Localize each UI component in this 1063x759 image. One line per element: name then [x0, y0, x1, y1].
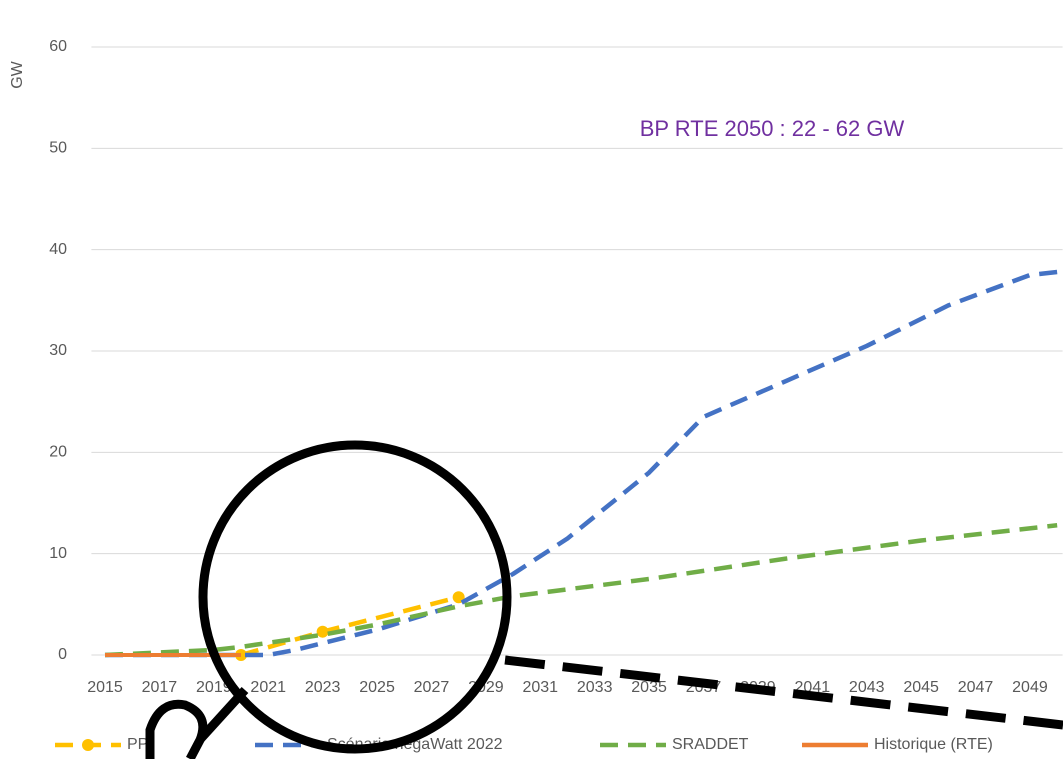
x-tick-label: 2019	[196, 679, 232, 696]
point	[316, 625, 329, 638]
x-tick-label: 2027	[414, 679, 450, 696]
annotation: BP RTE 2050 : 22 - 62 GW	[640, 116, 905, 141]
legend-label: Historique (RTE)	[874, 736, 993, 753]
x-tick-label: 2023	[305, 679, 341, 696]
x-tick-label: 2033	[577, 679, 613, 696]
series-line	[240, 595, 460, 658]
legend-marker	[82, 739, 94, 751]
magnifier	[145, 440, 1063, 759]
y-tick-label: 20	[49, 444, 67, 461]
y-tick-label: 10	[49, 545, 67, 562]
handle	[145, 699, 208, 759]
x-tick-label: 2045	[903, 679, 939, 696]
series-line	[105, 269, 1058, 658]
x-tick-label: 2047	[958, 679, 994, 696]
x-tick-label: 2043	[849, 679, 885, 696]
y-tick-label: 60	[49, 38, 67, 55]
x-tick-label: 2021	[250, 679, 286, 696]
x-tick-label: 2017	[142, 679, 178, 696]
x-tick-label: 2031	[522, 679, 558, 696]
y-tick-label: 50	[49, 140, 67, 157]
y-tick-label: 40	[49, 241, 67, 258]
x-tick-label: 2035	[631, 679, 667, 696]
x-tick-label: 2049	[1012, 679, 1048, 696]
legend-label: SRADDET	[672, 736, 749, 753]
y-tick-label: 0	[58, 646, 67, 663]
x-tick-label: 2025	[359, 679, 395, 696]
x-tick-label: 2015	[87, 679, 123, 696]
pointer-line	[504, 655, 1063, 730]
y-tick-label: 30	[49, 342, 67, 359]
lens	[198, 440, 512, 754]
y-axis-label: GW	[9, 60, 26, 88]
series-line	[104, 523, 1058, 658]
